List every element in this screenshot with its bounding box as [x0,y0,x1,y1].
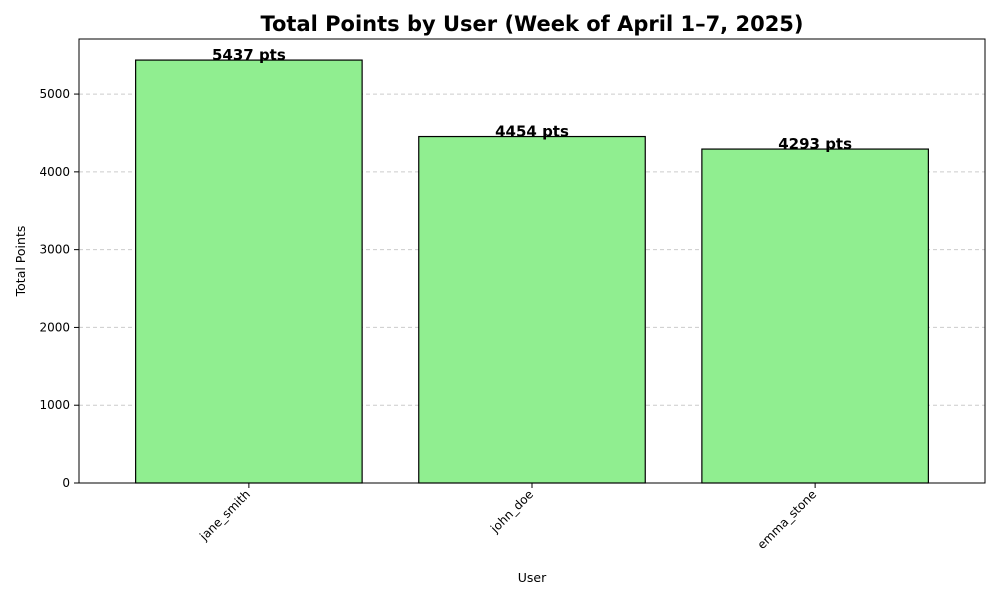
y-tick-label: 4000 [39,165,70,179]
x-tick-label: jane_smith [196,487,253,544]
bar-emma_stone [701,148,929,484]
x-tick-label: emma_stone [755,487,820,552]
x-tick-label: john_doe [487,487,536,536]
y-tick-label: 3000 [39,243,70,257]
bar-layer [135,59,929,484]
bar-jane_smith [135,59,363,484]
x-axis-ticks: jane_smith john_doe emma_stone [196,483,819,552]
chart-title: Total Points by User (Week of April 1–7,… [260,12,803,36]
x-axis-label: User [518,570,547,585]
y-tick-label: 1000 [39,398,70,412]
y-axis-label: Total Points [13,226,28,298]
y-tick-label: 5000 [39,87,70,101]
y-tick-label: 0 [62,476,70,490]
data-label: 4293 pts [778,135,852,153]
y-tick-label: 2000 [39,320,70,334]
y-axis-ticks: 0 1000 2000 3000 4000 5000 [39,87,79,490]
data-label: 4454 pts [495,123,569,141]
data-label-layer: 5437 pts 4454 pts 4293 pts [212,46,852,153]
data-label: 5437 pts [212,46,286,64]
bar-john_doe [418,135,646,484]
